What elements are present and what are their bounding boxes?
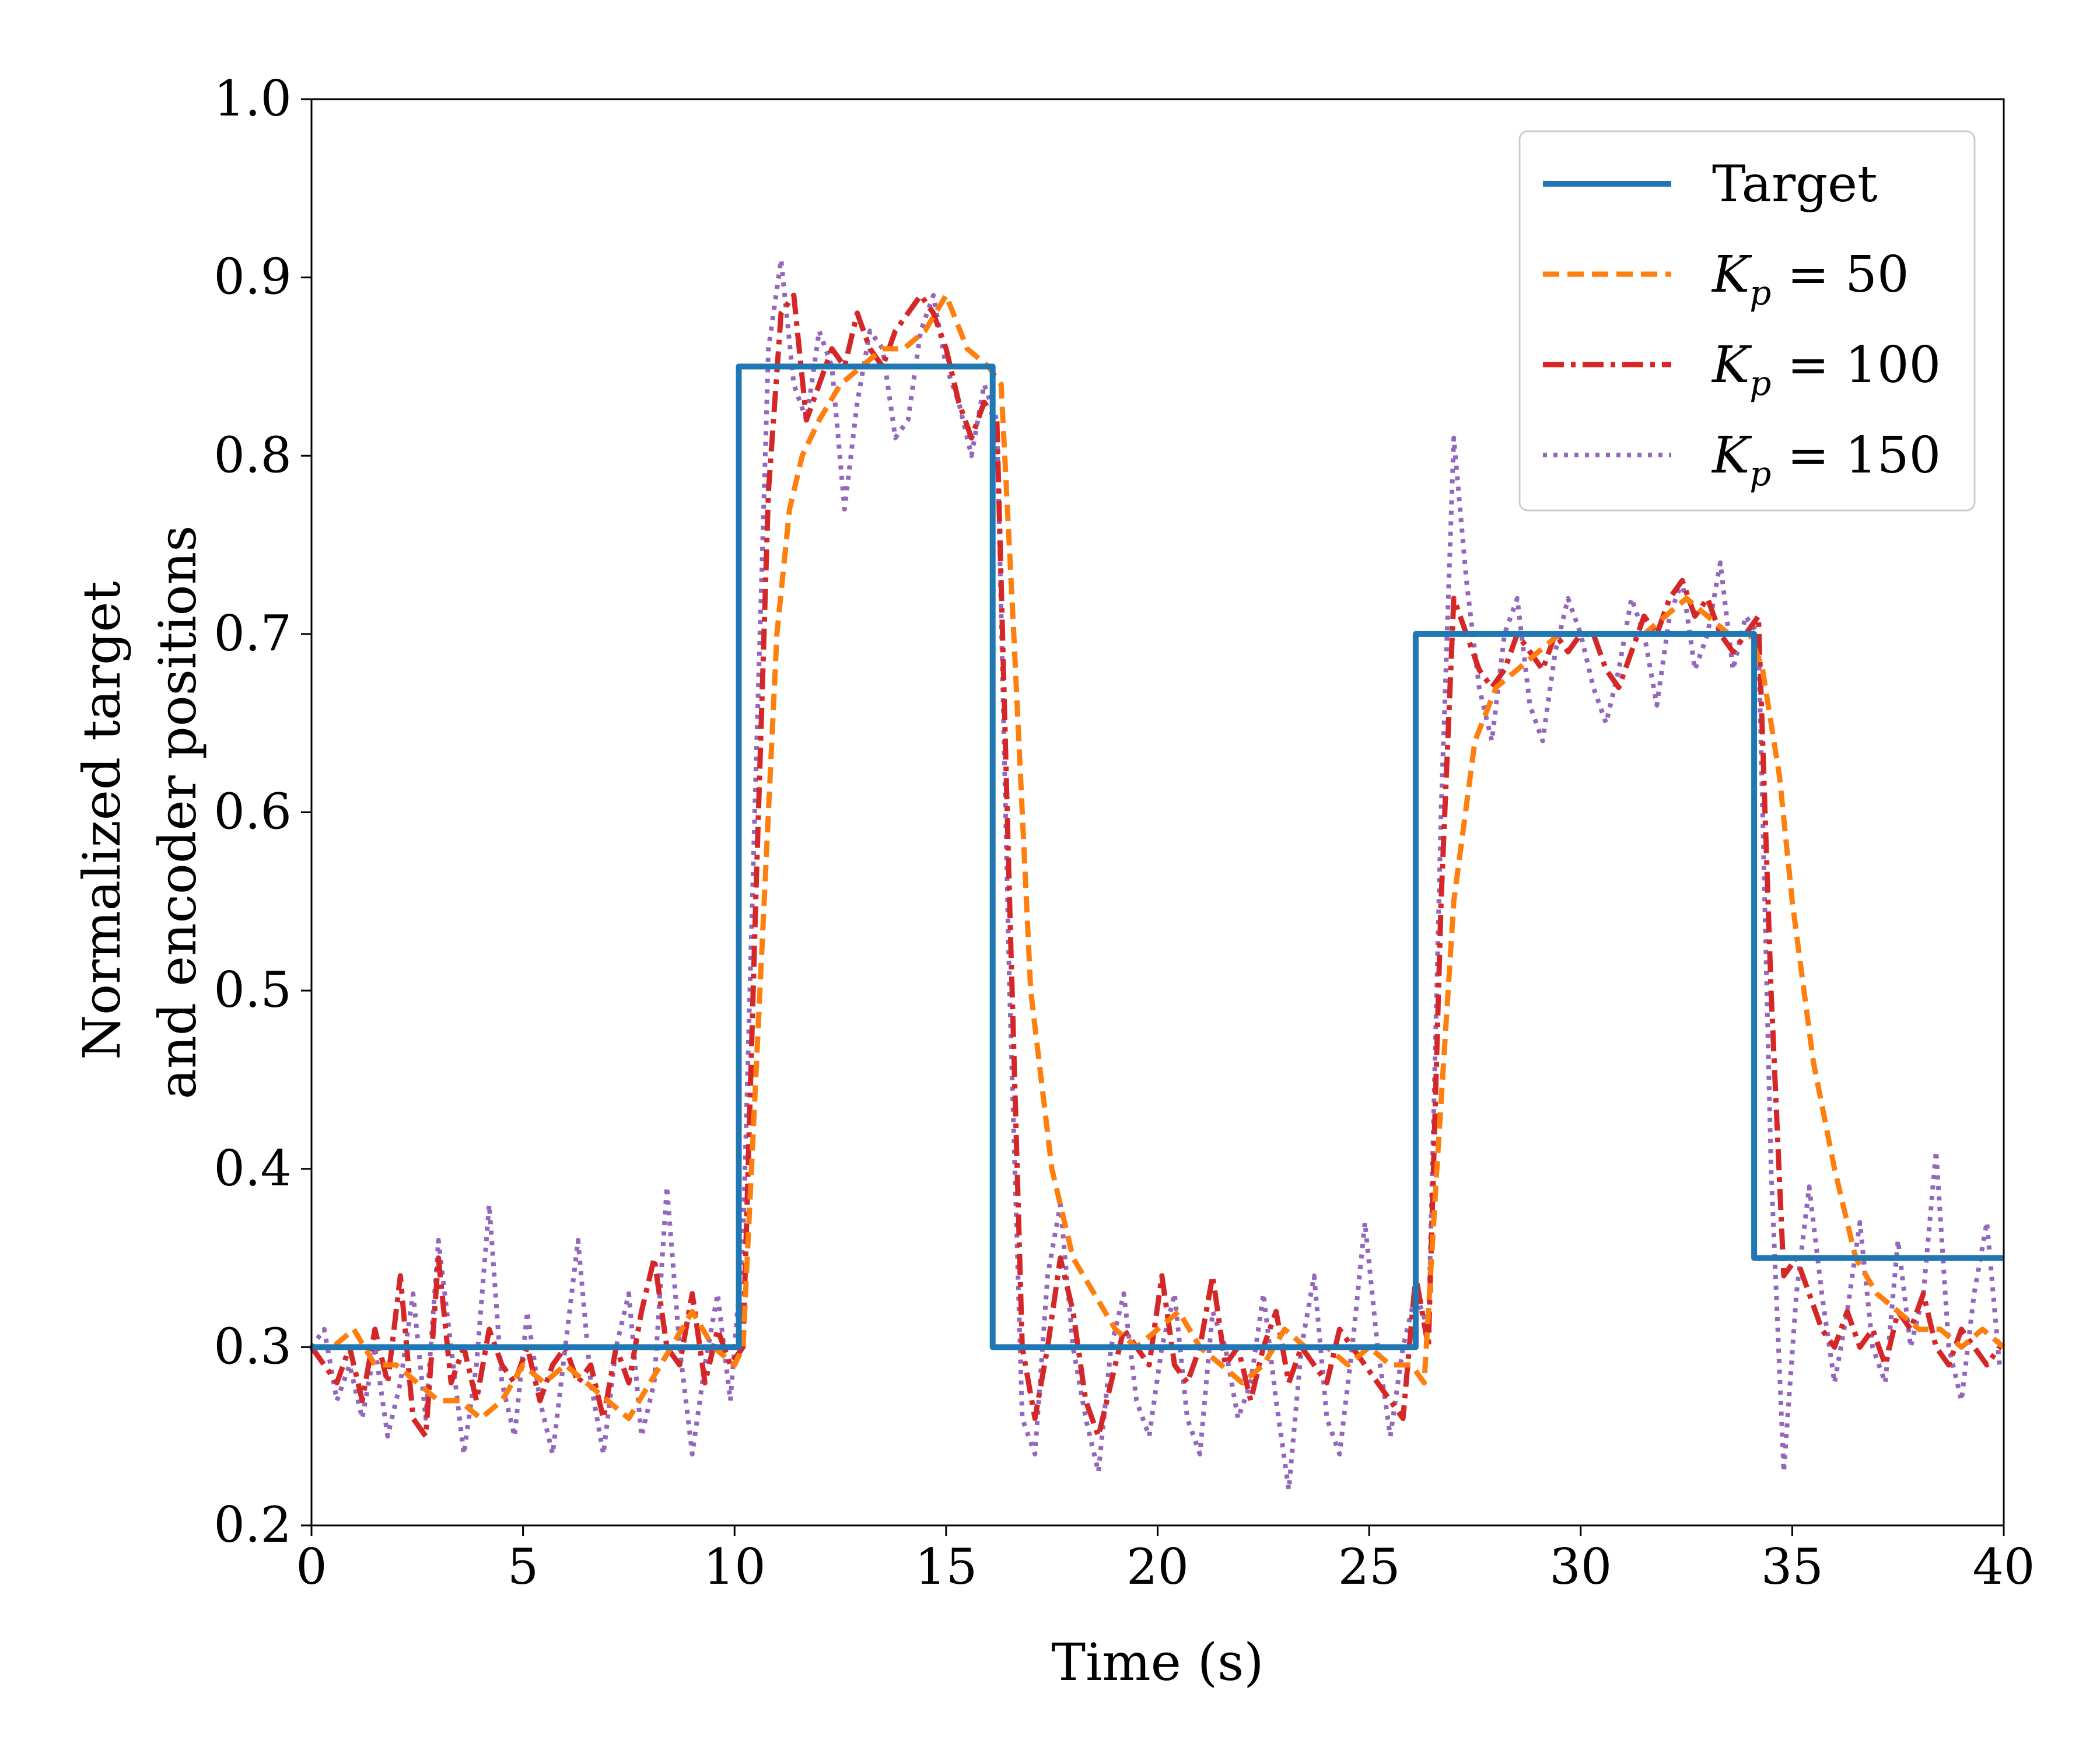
x-tick-label: 30	[1549, 1538, 1612, 1595]
legend-label-3: Kp = 150	[1711, 426, 1941, 494]
y-axis: 0.2 0.3 0.4 0.5 0.6 0.7 0.8 0.9 1.0	[214, 70, 312, 1553]
y-tick-label: 0.4	[214, 1140, 292, 1197]
y-tick-label: 0.9	[214, 249, 292, 306]
y-tick-label: 0.7	[214, 605, 292, 662]
x-tick-label: 20	[1126, 1538, 1189, 1595]
series-line-0	[312, 363, 2004, 1350]
y-tick-label: 0.2	[214, 1496, 292, 1553]
legend-label-value: = 150	[1771, 426, 1941, 485]
legend-label-value: = 50	[1771, 246, 1909, 304]
legend-label-main: Target	[1712, 155, 1878, 214]
x-axis-title: Time (s)	[1051, 1632, 1264, 1692]
legend-label-value: = 100	[1771, 336, 1941, 394]
x-tick-label: 35	[1761, 1538, 1824, 1595]
series-line-3	[309, 257, 2002, 1492]
legend-label-main: K	[1711, 426, 1752, 485]
x-axis: 0 5 10 15 20 25 30 35 40	[296, 1525, 2035, 1595]
y-tick-label: 0.5	[214, 961, 292, 1019]
y-tick-label: 0.8	[214, 426, 292, 484]
series-layer	[309, 257, 2006, 1492]
legend-label-2: Kp = 100	[1711, 336, 1941, 403]
legend-label-1: Kp = 50	[1711, 246, 1909, 313]
y-tick-label: 0.3	[214, 1318, 292, 1375]
legend-label-main: K	[1711, 246, 1752, 304]
x-tick-label: 5	[508, 1538, 538, 1595]
legend-label-subscript: p	[1749, 273, 1771, 313]
legend-label-subscript: p	[1749, 363, 1771, 403]
x-tick-label: 40	[1973, 1538, 2035, 1595]
x-tick-label: 0	[296, 1538, 327, 1595]
legend-label-main: K	[1711, 336, 1752, 394]
x-tick-label: 15	[915, 1538, 977, 1595]
legend-frame	[1518, 130, 1976, 512]
legend-label-subscript: p	[1749, 454, 1771, 494]
y-axis-title-line-1: Normalized target	[72, 581, 132, 1060]
y-axis-title: Normalized target and encoder positions	[72, 526, 208, 1100]
y-tick-label: 1.0	[214, 70, 292, 127]
x-tick-label: 25	[1338, 1538, 1401, 1595]
y-tick-label: 0.6	[214, 783, 292, 841]
legend-label-0: Target	[1712, 155, 1878, 214]
y-axis-title-line-2: and encoder positions	[148, 526, 208, 1100]
x-tick-label: 10	[704, 1538, 766, 1595]
